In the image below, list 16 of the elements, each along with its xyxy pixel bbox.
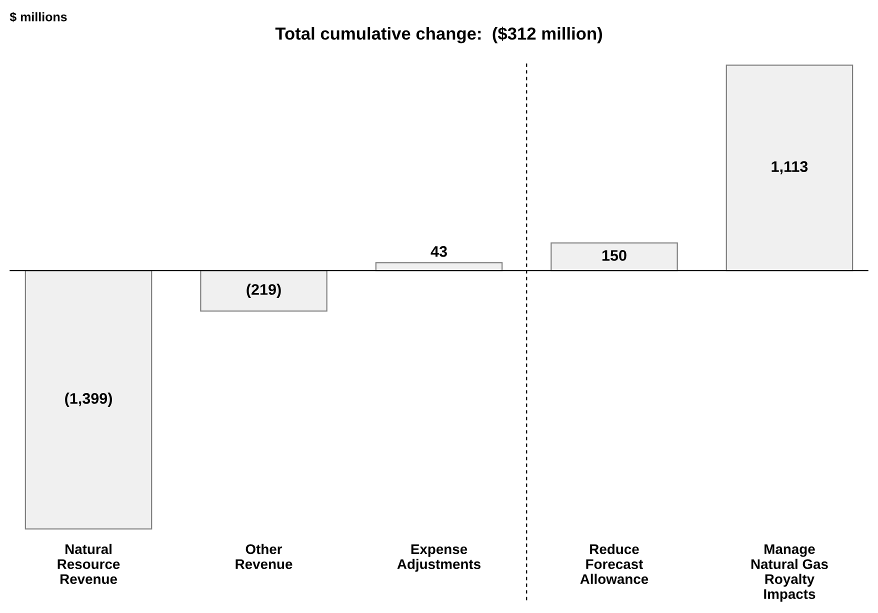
bar xyxy=(24,270,152,530)
x-tick-label: Expense Adjustments xyxy=(397,544,480,572)
x-tick-label: Reduce Forecast Allowance xyxy=(580,544,648,584)
x-tick-label: Other Revenue xyxy=(236,544,292,570)
data-label: (219) xyxy=(246,284,281,298)
bar xyxy=(550,242,678,272)
data-label: 1,113 xyxy=(772,161,808,174)
bar xyxy=(200,270,328,312)
chart-title: Total cumulative change: ($312 million) xyxy=(275,26,602,44)
data-label: 43 xyxy=(430,246,447,257)
data-label: (1,399) xyxy=(65,392,112,407)
x-tick-label: Natural Resource Revenue xyxy=(58,544,120,584)
data-label: 150 xyxy=(602,250,626,261)
bar xyxy=(726,64,854,272)
x-tick-label: Manage Natural Gas Royalty Impacts xyxy=(751,544,828,602)
y-axis-title: $ millions xyxy=(10,12,67,22)
